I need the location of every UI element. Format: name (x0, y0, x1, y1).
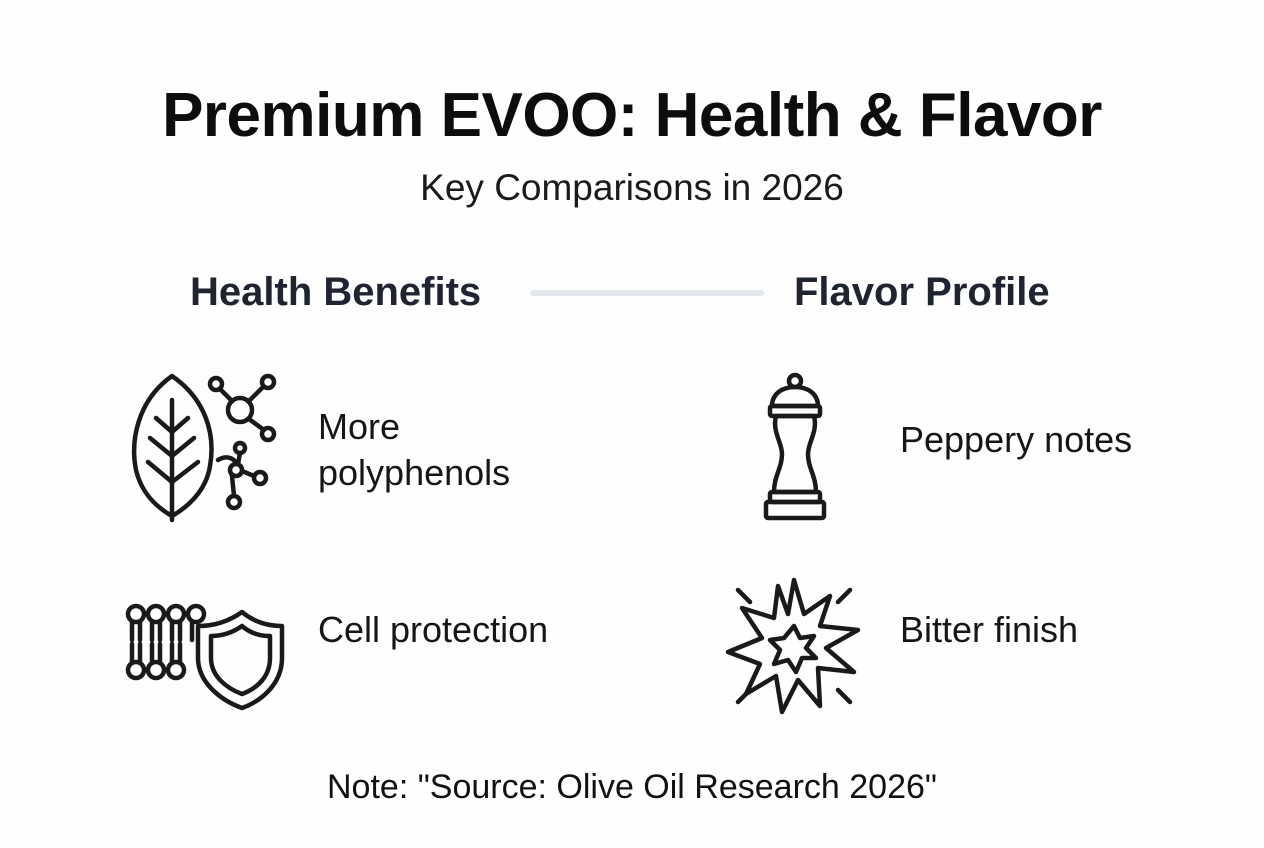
polyphenols-label-line-1: More (318, 406, 401, 447)
cell-protection-label: Cell protection (318, 609, 549, 650)
flavor-profile-heading: Flavor Profile (794, 270, 1050, 314)
cell-membrane-shield-icon (122, 600, 287, 712)
polyphenols-label: More polyphenols (318, 404, 510, 496)
polyphenols-label-line-2: polyphenols (318, 452, 511, 493)
burst-icon (722, 574, 866, 718)
page-subtitle: Key Comparisons in 2026 (420, 167, 844, 208)
page-title: Premium EVOO: Health & Flavor (162, 81, 1102, 150)
bitter-finish-label: Bitter finish (900, 609, 1079, 650)
peppery-notes-label: Peppery notes (900, 419, 1133, 460)
health-benefits-heading: Health Benefits (190, 270, 482, 314)
leaf-molecule-icon (128, 370, 288, 525)
pepper-mill-icon (760, 372, 830, 524)
column-divider (530, 290, 764, 296)
source-note: Note: "Source: Olive Oil Research 2026" (327, 768, 937, 806)
